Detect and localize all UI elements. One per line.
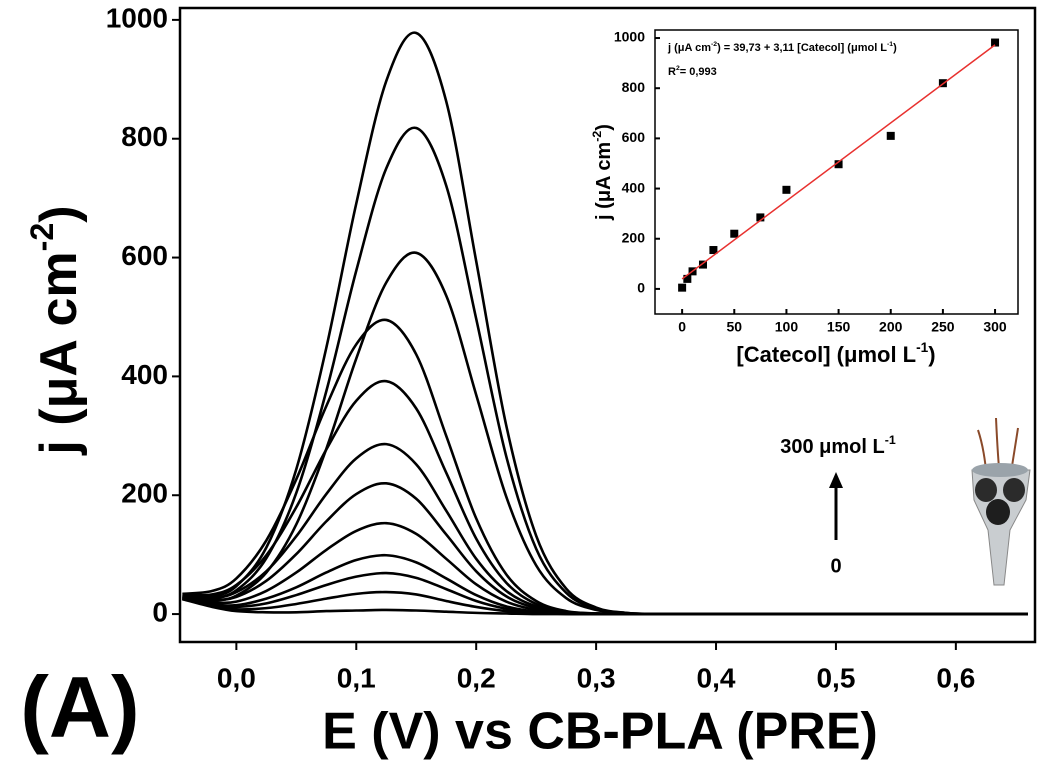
superscript: -1: [885, 433, 896, 447]
arrow-label-top: 300 μmol L-1: [780, 433, 896, 458]
data-point: [698, 260, 707, 269]
y-tick-label: 0: [637, 280, 645, 296]
x-tick-label: 50: [726, 319, 742, 335]
arrow-head: [829, 472, 843, 488]
label-part: j (μA cm: [593, 142, 615, 221]
fit-equation: j (μA cm-2) = 39,73 + 3,11 [Catecol] (μm…: [667, 41, 897, 54]
data-point: [730, 229, 739, 238]
y-tick-label: 800: [121, 121, 168, 152]
fit-r2: R2= 0,993: [668, 65, 717, 78]
y-tick-label: 1000: [106, 2, 168, 33]
inset-background: [655, 30, 1018, 314]
x-tick-label: 0,5: [816, 662, 855, 693]
x-tick-label: 0,1: [337, 662, 376, 693]
data-point: [991, 38, 1000, 47]
electrode-photo: [971, 417, 1031, 586]
superscript: -1: [887, 41, 893, 48]
superscript: 2: [676, 65, 680, 72]
data-line: [182, 482, 1028, 616]
label-part: R: [668, 66, 676, 78]
data-point: [886, 131, 895, 140]
data-line: [681, 44, 996, 280]
y-tick-label: 0: [152, 596, 168, 627]
data-point: [834, 160, 843, 169]
label-part: ) = 39,73 + 3,11 [Catecol] (μmol L: [717, 42, 887, 54]
data-point: [683, 274, 692, 283]
x-tick-label: 150: [827, 319, 851, 335]
x-tick-label: 250: [931, 319, 955, 335]
label-part: ): [30, 205, 88, 222]
x-tick-label: 0,6: [936, 662, 975, 693]
plot-frame: [178, 6, 1037, 644]
label-part: j (μA cm: [667, 42, 711, 54]
y-axis-title: j (μA cm-2): [24, 205, 88, 455]
data-point: [756, 213, 765, 222]
superscript: -1: [916, 340, 929, 355]
y-axis-title: j (μA cm-2): [590, 124, 615, 221]
label-part: ): [593, 124, 615, 131]
y-tick-label: 800: [622, 79, 646, 95]
x-axis-title: E (V) vs CB-PLA (PRE): [322, 703, 878, 761]
x-axis-title: [Catecol] (μmol L-1): [736, 340, 935, 367]
x-tick-label: 100: [775, 319, 799, 335]
label-part: j (μA cm: [30, 251, 88, 455]
label-part: 300 μmol L: [780, 436, 885, 458]
superscript: -2: [590, 131, 604, 142]
superscript: -2: [711, 41, 717, 48]
superscript: -2: [24, 223, 60, 252]
y-tick-label: 600: [622, 129, 646, 145]
y-tick-label: 400: [622, 179, 646, 195]
label-part: = 0,993: [680, 66, 717, 78]
data-point: [678, 283, 687, 292]
x-tick-label: 300: [983, 319, 1007, 335]
data-line: [182, 442, 1028, 616]
x-tick-label: 200: [879, 319, 903, 335]
data-point: [782, 185, 791, 194]
label-part: [Catecol] (μmol L: [736, 342, 916, 367]
plot-frame: [654, 29, 1019, 315]
y-tick-label: 600: [121, 240, 168, 271]
arrow-label-bottom: 0: [830, 555, 841, 577]
x-tick-label: 0: [678, 319, 686, 335]
x-tick-label: 0,2: [457, 662, 496, 693]
y-tick-label: 200: [622, 229, 646, 245]
label-part: ): [928, 342, 935, 367]
label-part: ): [893, 42, 897, 54]
x-tick-label: 0,4: [697, 662, 736, 693]
data-line: [182, 571, 1028, 616]
panel-label: (A): [20, 660, 139, 756]
y-tick-label: 400: [121, 359, 168, 390]
x-tick-label: 0,3: [577, 662, 616, 693]
y-tick-label: 1000: [614, 29, 645, 45]
x-tick-label: 0,0: [217, 662, 256, 693]
y-tick-label: 200: [121, 478, 168, 509]
data-point: [709, 246, 718, 255]
data-line: [182, 31, 1028, 616]
